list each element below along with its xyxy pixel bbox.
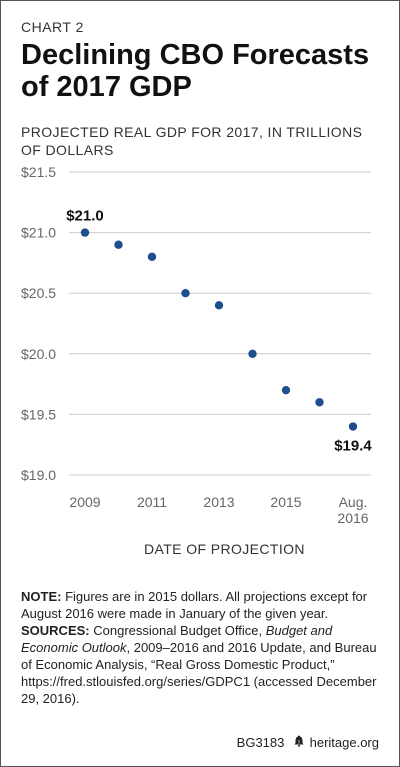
chart-number: CHART 2 <box>21 19 84 35</box>
sources-text-2: , 2009–2016 and 2016 Update, and Bureau … <box>21 640 377 706</box>
x-tick-label: 2011 <box>137 494 167 510</box>
data-point <box>248 349 257 358</box>
data-label: $19.4 <box>334 438 372 455</box>
y-tick-label: $20.5 <box>21 285 56 301</box>
y-tick-label: $21.0 <box>21 225 56 241</box>
sources-paragraph: SOURCES: Congressional Budget Office, Bu… <box>21 622 381 707</box>
y-tick-label: $19.0 <box>21 467 56 483</box>
note-text: Figures are in 2015 dollars. All project… <box>21 589 368 621</box>
data-label: $21.0 <box>66 208 104 225</box>
data-point <box>348 422 358 431</box>
note-paragraph: NOTE: Figures are in 2015 dollars. All p… <box>21 588 381 622</box>
site-name: heritage.org <box>309 735 379 750</box>
note-label: NOTE: <box>21 589 62 604</box>
y-tick-label: $19.5 <box>21 406 56 422</box>
x-axis-label: DATE OF PROJECTION <box>144 541 305 557</box>
x-tick-label: Aug. 2016 <box>337 494 368 526</box>
report-code: BG3183 <box>236 735 285 750</box>
y-tick-label: $21.5 <box>21 164 56 180</box>
x-tick-label: 2015 <box>270 494 301 510</box>
x-tick-label: 2009 <box>69 494 100 510</box>
data-point <box>315 398 324 407</box>
liberty-bell-icon <box>294 735 304 750</box>
y-tick-label: $20.0 <box>21 346 56 362</box>
data-point <box>281 385 291 395</box>
x-tick-label: 2013 <box>203 494 234 510</box>
data-point <box>80 228 90 237</box>
sources-title: Budget and Economic Outlook <box>21 623 333 655</box>
notes-block: NOTE: Figures are in 2015 dollars. All p… <box>21 588 381 707</box>
data-point <box>214 301 224 310</box>
data-point <box>181 289 190 298</box>
sources-text-1: Congressional Budget Office, <box>89 623 266 638</box>
sources-label: SOURCES: <box>21 623 90 638</box>
data-point <box>147 252 157 262</box>
footer: BG3183 heritage.org <box>237 735 379 750</box>
data-point <box>114 240 123 249</box>
chart-title: Declining CBO Forecasts of 2017 GDP <box>21 39 370 103</box>
chart-subtitle: PROJECTED REAL GDP FOR 2017, IN TRILLION… <box>21 124 363 158</box>
scatter-chart: $21.5 $21.0 $20.5 $20.0 $19.5 $19.0 2009 2011 20… <box>21 164 372 526</box>
